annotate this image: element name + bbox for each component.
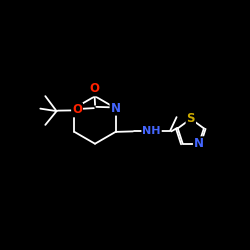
Text: O: O [89, 82, 99, 96]
Text: N: N [194, 137, 204, 150]
Text: O: O [72, 104, 82, 117]
Text: NH: NH [142, 126, 161, 136]
Text: S: S [186, 112, 195, 126]
Text: N: N [110, 102, 120, 114]
